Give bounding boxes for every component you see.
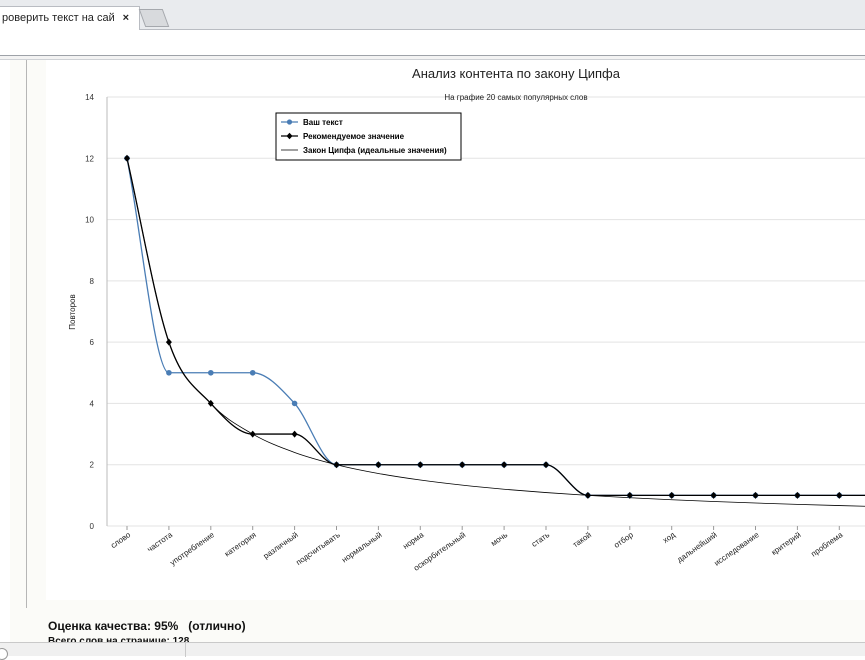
y-tick-label: 6 (90, 338, 95, 347)
y-tick-label: 10 (85, 216, 94, 225)
data-point (208, 369, 214, 376)
data-point (165, 338, 172, 346)
data-point (668, 491, 675, 499)
y-tick-label: 4 (90, 399, 95, 408)
status-icon (0, 648, 8, 660)
chart-gridlines (106, 96, 865, 527)
data-point (752, 491, 759, 499)
data-point (626, 491, 633, 499)
legend-item-0[interactable]: Ваш текст (281, 118, 343, 127)
y-tick-label: 12 (85, 154, 94, 163)
data-point (249, 369, 256, 376)
browser-toolbar (0, 30, 865, 56)
data-point (333, 461, 340, 469)
data-point (124, 154, 130, 162)
chart-subtitle: На графие 20 самых популярных слов (444, 93, 587, 102)
y-tick-label: 2 (90, 461, 95, 470)
data-point (375, 461, 382, 469)
series-1 (124, 154, 865, 499)
data-point (291, 400, 298, 407)
tab-close-icon[interactable]: × (122, 12, 129, 24)
chart-title: Анализ контента по закону Ципфа (412, 66, 621, 81)
data-point (249, 430, 256, 438)
series-2 (126, 158, 865, 507)
new-tab-button[interactable] (138, 9, 170, 27)
browser-tab-bar: роверить текст на сай × (0, 0, 865, 30)
y-tick-label: 0 (90, 522, 95, 531)
browser-tab[interactable]: роверить текст на сай × (0, 6, 140, 30)
data-point (459, 461, 466, 469)
data-point (166, 369, 172, 376)
data-point (543, 461, 549, 469)
legend-marker (286, 119, 293, 125)
legend-label: Ваш текст (303, 118, 343, 127)
data-point (501, 461, 508, 469)
y-axis-label: Повторов (68, 294, 77, 329)
legend-label: Рекомендуемое значение (303, 132, 405, 141)
legend-label: Закон Ципфа (идеальные значения) (303, 146, 447, 155)
left-divider (26, 60, 27, 608)
quality-score: Оценка качества: 95% (отлично) (48, 619, 246, 633)
data-point (291, 430, 298, 438)
status-separator (185, 643, 186, 657)
series-line-2 (126, 158, 865, 507)
chart-series (124, 154, 865, 507)
browser-toolbar-strip (0, 56, 865, 60)
word-count: Всего слов на странице: 128 (48, 637, 189, 642)
data-point (710, 491, 717, 499)
status-bar (0, 642, 865, 660)
y-tick-label: 8 (90, 277, 95, 286)
legend-item-2[interactable]: Закон Ципфа (идеальные значения) (281, 146, 447, 155)
tab-title: роверить текст на сай (2, 12, 115, 24)
data-point (584, 491, 591, 499)
data-point (836, 491, 843, 499)
legend-box (275, 112, 462, 161)
data-point (207, 399, 214, 407)
data-point (794, 491, 801, 499)
legend: Ваш текст Рекомендуемое значение Закон Цип… (275, 112, 462, 161)
data-point (417, 461, 424, 469)
y-tick-label: 14 (85, 93, 94, 102)
y-axis-ticks: 0 2 4 6 8 10 12 14 (85, 93, 94, 531)
